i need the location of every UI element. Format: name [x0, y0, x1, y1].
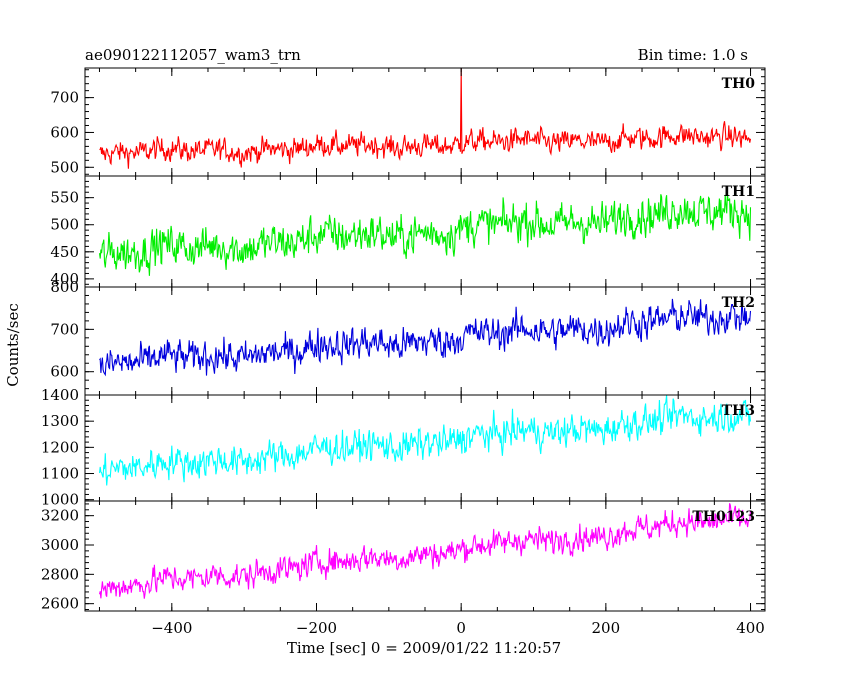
panel-tag-th3: TH3 — [722, 403, 755, 419]
y-tick-label: 2800 — [41, 565, 79, 583]
y-tick-label: 1400 — [41, 386, 79, 404]
panels: 500 600 700 TH0 400 450 500 550 TH1 600 700 800 TH2 1… — [41, 67, 766, 613]
panel-th2: 600 700 800 TH2 — [50, 278, 766, 396]
series-line-th0 — [99, 67, 752, 169]
y-tick-label: 400 — [50, 270, 79, 288]
panel-th0123: 2600 2800 3000 3200 TH0123 — [41, 500, 766, 613]
panel-frame — [84, 394, 766, 502]
y-tick-label: 1000 — [41, 491, 79, 509]
x-axis-label: Time [sec] 0 = 2009/01/22 11:20:57 — [287, 639, 561, 657]
y-axis-label: Counts/sec — [4, 303, 22, 387]
y-tick-label: 450 — [50, 243, 79, 261]
panel-th0: 500 600 700 TH0 — [50, 67, 766, 177]
y-tick-label: 500 — [50, 158, 79, 176]
x-axis: −400 −200 0 200 400 — [151, 619, 765, 637]
y-tick-label: 2600 — [41, 595, 79, 613]
panel-tag-th1: TH1 — [722, 184, 755, 200]
x-tick-label: 0 — [456, 619, 466, 637]
series-line-th0123 — [98, 503, 752, 599]
x-tick-label: −200 — [296, 619, 337, 637]
x-tick-label: 400 — [736, 619, 765, 637]
y-tick-label: 1300 — [41, 412, 79, 430]
x-tick-label: 200 — [592, 619, 621, 637]
y-tick-label: 600 — [50, 123, 79, 141]
panel-tag-th0123: TH0123 — [692, 509, 755, 525]
chart-title: ae090122112057_wam3_trn — [85, 46, 301, 64]
x-tick-label: −400 — [151, 619, 192, 637]
y-tick-label: 3000 — [41, 536, 79, 554]
y-tick-label: 1100 — [41, 465, 79, 483]
series-line-th3 — [98, 394, 752, 486]
y-tick-label: 500 — [50, 216, 79, 234]
panel-frame — [84, 67, 766, 177]
y-tick-label: 1200 — [41, 438, 79, 456]
y-tick-label: 700 — [50, 89, 79, 107]
series-line-th1 — [98, 193, 752, 276]
panel-tag-th2: TH2 — [722, 295, 755, 311]
y-tick-label: 3200 — [41, 507, 79, 525]
y-tick-label: 700 — [50, 320, 79, 338]
panel-th1: 400 450 500 550 TH1 — [50, 175, 766, 288]
y-tick-label: 600 — [50, 363, 79, 381]
y-tick-label: 550 — [50, 189, 79, 207]
bin-time-label: Bin time: 1.0 s — [638, 46, 748, 64]
panel-th3: 1000 1100 1200 1300 1400 TH3 — [41, 386, 766, 509]
series-line-th2 — [99, 298, 752, 377]
y-tick-label: 800 — [50, 278, 79, 296]
panel-tag-th0: TH0 — [722, 76, 756, 92]
